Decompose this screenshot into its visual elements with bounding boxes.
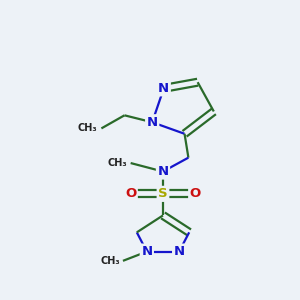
Text: N: N	[158, 82, 169, 95]
Text: CH₃: CH₃	[100, 256, 120, 266]
Text: CH₃: CH₃	[107, 158, 127, 168]
Text: O: O	[190, 187, 201, 200]
Text: CH₃: CH₃	[78, 123, 98, 134]
Text: N: N	[158, 165, 169, 178]
Text: N: N	[141, 245, 152, 258]
Text: N: N	[147, 116, 158, 129]
Text: S: S	[158, 187, 168, 200]
Text: O: O	[125, 187, 136, 200]
Text: N: N	[174, 245, 185, 258]
